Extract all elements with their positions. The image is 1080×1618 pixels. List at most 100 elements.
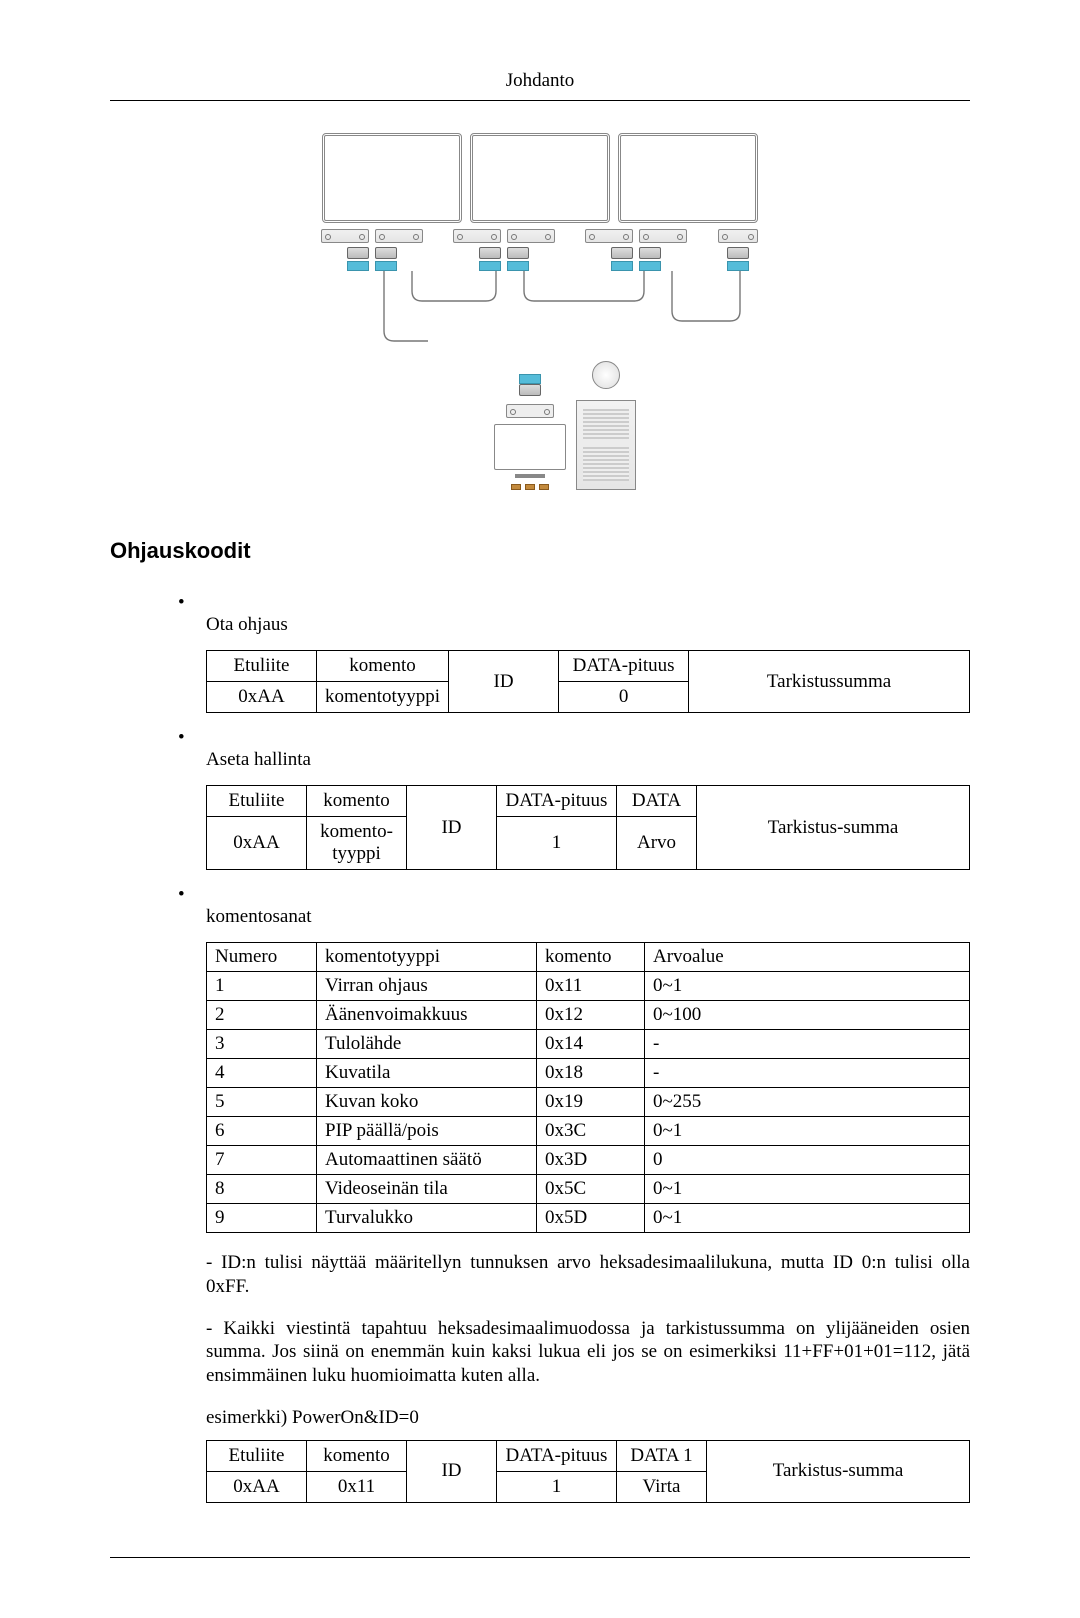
th-checksum: Tarkistus-summa — [697, 786, 970, 870]
page-header: Johdanto — [110, 70, 970, 101]
cell: Arvo — [617, 817, 697, 870]
table-row: 7Automaattinen säätö0x3D0 — [207, 1146, 970, 1175]
th-data-length: DATA-pituus — [497, 786, 617, 817]
cell: 1 — [207, 972, 317, 1001]
cell: Videoseinän tila — [317, 1175, 537, 1204]
th-command: komento — [537, 943, 645, 972]
commands-table: Numero komentotyyppi komento Arvoalue 1V… — [206, 942, 970, 1233]
monitor-icon — [322, 133, 462, 223]
monitor-icon — [470, 133, 610, 223]
th-prefix: Etuliite — [207, 786, 307, 817]
table-row: 4Kuvatila0x18- — [207, 1059, 970, 1088]
table-row: 3Tulolähde0x14- — [207, 1030, 970, 1059]
bullet-label: komentosanat — [206, 906, 970, 928]
get-control-table: Etuliite komento ID DATA-pituus Tarkistu… — [206, 650, 970, 713]
cell: 6 — [207, 1117, 317, 1146]
port-plate-icon — [585, 229, 633, 243]
footer-rule — [110, 1557, 970, 1558]
example-table: Etuliite komento ID DATA-pituus DATA 1 T… — [206, 1440, 970, 1503]
cell: Kuvatila — [317, 1059, 537, 1088]
table-row: 2Äänenvoimakkuus0x120~100 — [207, 1001, 970, 1030]
cell: 0~1 — [645, 972, 970, 1001]
cell: 1 — [497, 817, 617, 870]
cell: Automaattinen säätö — [317, 1146, 537, 1175]
cd-icon — [592, 361, 620, 389]
cell: Turvalukko — [317, 1204, 537, 1233]
th-command: komento — [307, 1440, 407, 1471]
cell: 0x5D — [537, 1204, 645, 1233]
cell: 0xAA — [207, 1471, 307, 1502]
th-id: ID — [407, 1440, 497, 1502]
cell: 3 — [207, 1030, 317, 1059]
port-plate-icon — [375, 229, 423, 243]
cell: Virta — [617, 1471, 707, 1502]
cable-connector-icon — [347, 247, 369, 271]
cell: komento-tyyppi — [307, 817, 407, 870]
cell: Tulolähde — [317, 1030, 537, 1059]
monitor-icon — [618, 133, 758, 223]
cable-connector-icon — [479, 247, 501, 271]
cell: 0xAA — [207, 682, 317, 713]
cell: 0x12 — [537, 1001, 645, 1030]
cell: 0x5C — [537, 1175, 645, 1204]
pc-monitor-icon — [494, 374, 566, 490]
cell: 0x18 — [537, 1059, 645, 1088]
th-data: DATA — [617, 786, 697, 817]
cable-connector-icon — [611, 247, 633, 271]
bullet-item: Aseta hallinta Etuliite komento ID DATA-… — [206, 727, 970, 870]
table-row: 5Kuvan koko0x190~255 — [207, 1088, 970, 1117]
example-label: esimerkki) PowerOn&ID=0 — [206, 1406, 970, 1430]
connection-diagram — [310, 133, 770, 490]
cell: 0x19 — [537, 1088, 645, 1117]
th-id: ID — [449, 651, 559, 713]
th-data1: DATA 1 — [617, 1440, 707, 1471]
cell: - — [645, 1030, 970, 1059]
cell: 0 — [645, 1146, 970, 1175]
th-prefix: Etuliite — [207, 1440, 307, 1471]
cell: Kuvan koko — [317, 1088, 537, 1117]
note-id-hex: - ID:n tulisi näyttää määritellyn tunnuk… — [206, 1251, 970, 1299]
cell: 4 — [207, 1059, 317, 1088]
set-control-table: Etuliite komento ID DATA-pituus DATA Tar… — [206, 785, 970, 870]
section-heading: Ohjauskoodit — [110, 538, 970, 564]
th-prefix: Etuliite — [207, 651, 317, 682]
th-id: ID — [407, 786, 497, 870]
cell: 0~100 — [645, 1001, 970, 1030]
th-cmd-type: komentotyyppi — [317, 943, 537, 972]
cell: 0 — [559, 682, 689, 713]
cell: 7 — [207, 1146, 317, 1175]
cell: 5 — [207, 1088, 317, 1117]
cell: - — [645, 1059, 970, 1088]
table-row: 6PIP päällä/pois0x3C0~1 — [207, 1117, 970, 1146]
cell: 1 — [497, 1471, 617, 1502]
cell: Äänenvoimakkuus — [317, 1001, 537, 1030]
th-checksum: Tarkistussumma — [689, 651, 970, 713]
table-row: 8Videoseinän tila0x5C0~1 — [207, 1175, 970, 1204]
pc-tower-icon — [576, 361, 636, 490]
cell: PIP päällä/pois — [317, 1117, 537, 1146]
cell: 0~1 — [645, 1117, 970, 1146]
cell: 9 — [207, 1204, 317, 1233]
cell: 0x3C — [537, 1117, 645, 1146]
port-plate-icon — [507, 229, 555, 243]
cell: 0~255 — [645, 1088, 970, 1117]
bullet-label: Aseta hallinta — [206, 749, 970, 771]
cell: 0x11 — [307, 1471, 407, 1502]
cell: 0x3D — [537, 1146, 645, 1175]
cable-connector-icon — [375, 247, 397, 271]
bullet-item: Ota ohjaus Etuliite komento ID DATA-pitu… — [206, 592, 970, 713]
note-checksum: - Kaikki viestintä tapahtuu heksadesimaa… — [206, 1317, 970, 1388]
cell: 0x14 — [537, 1030, 645, 1059]
th-command: komento — [307, 786, 407, 817]
th-command: komento — [317, 651, 449, 682]
cell: Virran ohjaus — [317, 972, 537, 1001]
cell: 2 — [207, 1001, 317, 1030]
bullet-label: Ota ohjaus — [206, 614, 970, 636]
port-plate-icon — [321, 229, 369, 243]
port-plate-icon — [639, 229, 687, 243]
cell: 0xAA — [207, 817, 307, 870]
port-plate-icon — [718, 229, 758, 243]
cell: 0~1 — [645, 1175, 970, 1204]
cell: 8 — [207, 1175, 317, 1204]
cable-connector-icon — [727, 247, 749, 271]
